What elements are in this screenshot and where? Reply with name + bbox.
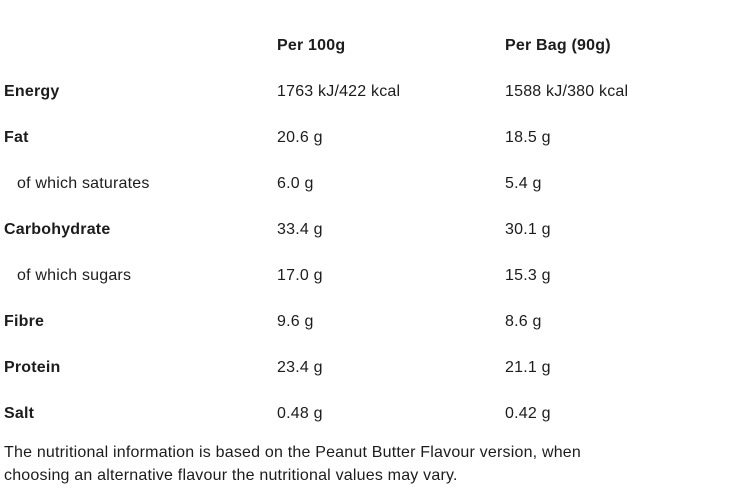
table-row: of which saturates 6.0 g 5.4 g <box>4 161 735 207</box>
per-bag-value: 1588 kJ/380 kcal <box>505 83 629 100</box>
per-bag-value: 0.42 g <box>505 405 551 422</box>
per-100g-value: 33.4 g <box>277 221 323 238</box>
per-100g-value: 6.0 g <box>277 175 314 192</box>
row-label: of which saturates <box>17 175 150 192</box>
row-label: Salt <box>4 405 35 422</box>
per-bag-value: 15.3 g <box>505 267 551 284</box>
per-100g-value: 23.4 g <box>277 359 323 376</box>
row-label: Fibre <box>4 313 45 330</box>
per-bag-value: 30.1 g <box>505 221 551 238</box>
footnote-line-2: choosing an alternative flavour the nutr… <box>4 467 458 484</box>
per-bag-value: 21.1 g <box>505 359 551 376</box>
row-label: of which sugars <box>17 267 132 284</box>
table-body: Energy 1763 kJ/422 kcal 1588 kJ/380 kcal… <box>4 69 735 437</box>
table-row: Fat 20.6 g 18.5 g <box>4 115 735 161</box>
row-label: Carbohydrate <box>4 221 111 238</box>
table-row: of which sugars 17.0 g 15.3 g <box>4 253 735 299</box>
row-label: Energy <box>4 83 60 100</box>
column-header-per-bag: Per Bag (90g) <box>505 37 611 54</box>
per-100g-value: 0.48 g <box>277 405 323 422</box>
per-bag-value: 18.5 g <box>505 129 551 146</box>
table-row: Carbohydrate 33.4 g 30.1 g <box>4 207 735 253</box>
table-row: Fibre 9.6 g 8.6 g <box>4 299 735 345</box>
row-label: Protein <box>4 359 61 376</box>
table-header-row: Per 100g Per Bag (90g) <box>4 23 735 69</box>
column-header-per-100g: Per 100g <box>277 37 346 54</box>
row-label: Fat <box>4 129 29 146</box>
table-row: Salt 0.48 g 0.42 g <box>4 391 735 437</box>
footnote-line-1: The nutritional information is based on … <box>4 444 582 461</box>
table-row: Protein 23.4 g 21.1 g <box>4 345 735 391</box>
per-bag-value: 8.6 g <box>505 313 542 330</box>
per-100g-value: 9.6 g <box>277 313 314 330</box>
per-100g-value: 1763 kJ/422 kcal <box>277 83 401 100</box>
per-100g-value: 17.0 g <box>277 267 323 284</box>
table-row: Energy 1763 kJ/422 kcal 1588 kJ/380 kcal <box>4 69 735 115</box>
footnote: The nutritional information is based on … <box>4 437 735 487</box>
per-100g-value: 20.6 g <box>277 129 323 146</box>
per-bag-value: 5.4 g <box>505 175 542 192</box>
